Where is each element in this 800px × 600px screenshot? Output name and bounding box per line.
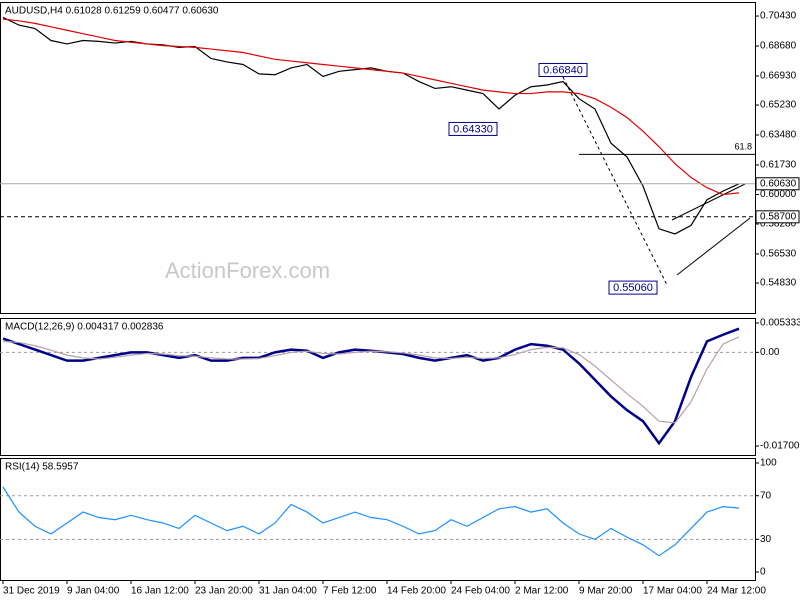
y-tick-label: 0.005333	[760, 318, 800, 329]
x-tick-label: 16 Jan 12:00	[131, 586, 189, 597]
pane-title: AUDUSD,H4 0.61028 0.61259 0.60477 0.6063…	[5, 6, 219, 17]
y-tick-label: 0.00	[760, 347, 780, 358]
y-tick-label: 0.70430	[760, 11, 797, 22]
y-tick-label: 30	[760, 534, 772, 545]
pane-frame	[0, 458, 756, 581]
y-tick-label: 0.58280	[760, 219, 797, 230]
series-line	[2, 18, 740, 196]
x-tick-label: 24 Mar 12:00	[707, 586, 766, 597]
wedge-lower	[676, 217, 751, 276]
x-tick-label: 24 Feb 04:00	[451, 586, 510, 597]
annotation-box	[448, 121, 498, 136]
y-tick-label: 0.68680	[760, 41, 797, 52]
level-box	[755, 177, 800, 191]
y-tick-label: 70	[760, 490, 772, 501]
fib-label: 61.8	[734, 142, 752, 152]
y-tick-label: 100	[760, 458, 777, 469]
y-tick-label: 0.66930	[760, 71, 797, 82]
level-box	[755, 210, 800, 224]
pane-frame	[0, 2, 756, 314]
x-tick-label: 31 Dec 2019	[3, 586, 60, 597]
x-tick-label: 2 Mar 12:00	[515, 586, 569, 597]
y-tick-label: -0.017008	[760, 441, 800, 452]
series-line	[2, 486, 740, 557]
wedge-upper	[671, 183, 746, 221]
annotation-label: 0.55060	[613, 282, 653, 294]
y-tick-label: 0.56530	[760, 249, 797, 260]
level-label: 0.60630	[760, 178, 797, 189]
annotation-label: 0.64330	[453, 123, 493, 135]
y-tick-label: 0.65230	[760, 100, 797, 111]
x-tick-label: 9 Jan 04:00	[67, 586, 120, 597]
annotation-box	[608, 280, 658, 295]
y-tick-label: 0.63480	[760, 130, 797, 141]
x-tick-label: 31 Jan 04:00	[259, 586, 317, 597]
x-tick-label: 17 Mar 04:00	[643, 586, 702, 597]
level-label: 0.58700	[760, 211, 797, 222]
pane-title: MACD(12,26,9) 0.004317 0.002836	[5, 322, 164, 333]
pane-title: RSI(14) 58.5957	[5, 462, 79, 473]
annotation-label: 0.66840	[543, 64, 583, 76]
x-tick-label: 14 Feb 20:00	[387, 586, 446, 597]
y-tick-label: 0.54830	[760, 278, 797, 289]
trend-line	[562, 76, 668, 286]
y-tick-label: 0	[760, 567, 766, 578]
pane-frame	[0, 318, 756, 456]
annotation-box	[538, 62, 588, 77]
watermark: ActionForex.com	[165, 258, 330, 283]
y-tick-label: 0.60000	[760, 189, 797, 200]
x-tick-label: 23 Jan 20:00	[195, 586, 253, 597]
series-line	[2, 336, 740, 424]
y-tick-label: 0.61730	[760, 160, 797, 171]
x-tick-label: 9 Mar 20:00	[579, 586, 633, 597]
x-tick-label: 7 Feb 12:00	[323, 586, 377, 597]
